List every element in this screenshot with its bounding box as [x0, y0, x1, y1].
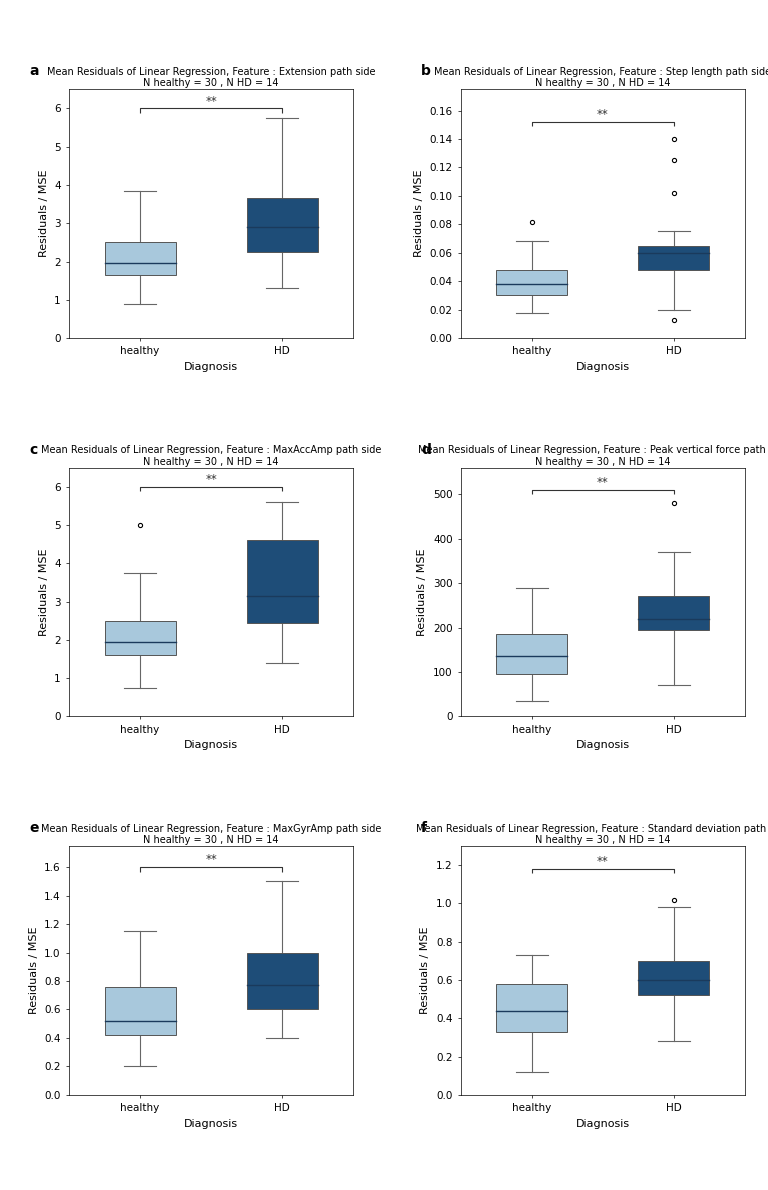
Title: Mean Residuals of Linear Regression, Feature : MaxAccAmp path side
N healthy = 3: Mean Residuals of Linear Regression, Fea… [41, 445, 381, 466]
Bar [247, 199, 318, 252]
Title: Mean Residuals of Linear Regression, Feature : MaxGyrAmp path side
N healthy = 3: Mean Residuals of Linear Regression, Fea… [41, 823, 381, 845]
Y-axis label: Residuals / MSE: Residuals / MSE [418, 549, 428, 635]
Y-axis label: Residuals / MSE: Residuals / MSE [38, 549, 48, 635]
Y-axis label: Residuals / MSE: Residuals / MSE [420, 927, 431, 1014]
X-axis label: Diagnosis: Diagnosis [576, 740, 630, 751]
Text: **: ** [597, 854, 609, 868]
Bar [247, 540, 318, 622]
Text: **: ** [205, 94, 217, 107]
Title: Mean Residuals of Linear Regression, Feature : Extension path side
N healthy = 3: Mean Residuals of Linear Regression, Fea… [47, 67, 376, 88]
Text: c: c [29, 443, 38, 457]
Bar [104, 987, 176, 1035]
Text: e: e [29, 821, 39, 835]
Text: **: ** [597, 476, 609, 489]
Title: Mean Residuals of Linear Regression, Feature : Peak vertical force path side
N h: Mean Residuals of Linear Regression, Fea… [418, 445, 768, 466]
Y-axis label: Residuals / MSE: Residuals / MSE [414, 170, 424, 257]
X-axis label: Diagnosis: Diagnosis [184, 362, 238, 372]
Title: Mean Residuals of Linear Regression, Feature : Step length path side
N healthy =: Mean Residuals of Linear Regression, Fea… [435, 67, 768, 88]
Bar [638, 960, 710, 995]
X-axis label: Diagnosis: Diagnosis [184, 740, 238, 751]
Bar [104, 243, 176, 275]
Bar [496, 984, 568, 1032]
X-axis label: Diagnosis: Diagnosis [576, 362, 630, 372]
Title: Mean Residuals of Linear Regression, Feature : Standard deviation path side
N he: Mean Residuals of Linear Regression, Fea… [416, 823, 768, 845]
Y-axis label: Residuals / MSE: Residuals / MSE [28, 927, 38, 1014]
Text: **: ** [597, 108, 609, 121]
Bar [247, 952, 318, 1009]
Bar [104, 621, 176, 656]
Bar [638, 245, 710, 270]
Text: **: ** [205, 853, 217, 866]
Text: f: f [421, 821, 427, 835]
X-axis label: Diagnosis: Diagnosis [184, 1119, 238, 1128]
Y-axis label: Residuals / MSE: Residuals / MSE [38, 170, 48, 257]
Bar [496, 270, 568, 295]
Text: a: a [29, 64, 39, 79]
Text: d: d [421, 443, 431, 457]
Bar [638, 596, 710, 630]
Bar [496, 634, 568, 675]
X-axis label: Diagnosis: Diagnosis [576, 1119, 630, 1128]
Text: **: ** [205, 472, 217, 486]
Text: b: b [421, 64, 431, 79]
